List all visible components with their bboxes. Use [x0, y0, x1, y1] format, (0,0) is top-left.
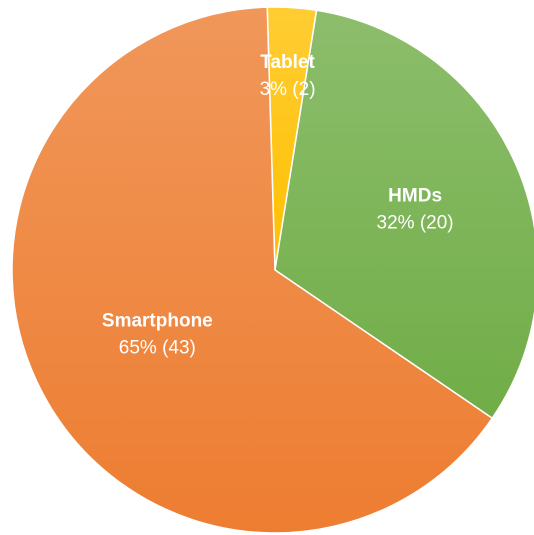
- slice-value-label: 65% (43): [119, 337, 196, 358]
- slice-value-label: 3% (2): [260, 79, 316, 100]
- slice-category-label: Tablet: [260, 52, 315, 73]
- pie-slice: [274, 9, 534, 420]
- pie-slice: [11, 6, 494, 534]
- slice-value-label: 32% (20): [377, 213, 454, 234]
- slice-category-label: HMDs: [388, 186, 442, 207]
- slice-category-label: Smartphone: [102, 310, 213, 331]
